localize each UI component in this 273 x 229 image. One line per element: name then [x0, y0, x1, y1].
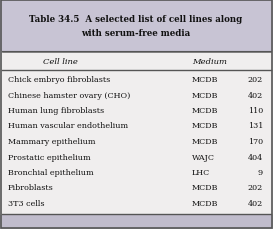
Text: Table 34.5  A selected list of cell lines along: Table 34.5 A selected list of cell lines… [29, 15, 243, 25]
Text: MCDB: MCDB [192, 199, 218, 207]
Text: MCDB: MCDB [192, 106, 218, 114]
Text: 404: 404 [248, 153, 263, 161]
Text: Bronchial epithelium: Bronchial epithelium [8, 168, 94, 176]
Text: Human vascular endothelium: Human vascular endothelium [8, 122, 128, 130]
Text: Mammary epithelium: Mammary epithelium [8, 137, 96, 145]
Text: 202: 202 [248, 76, 263, 84]
Text: Fibroblasts: Fibroblasts [8, 184, 54, 192]
Text: with serum-free media: with serum-free media [81, 29, 191, 38]
Text: 3T3 cells: 3T3 cells [8, 199, 44, 207]
Text: 402: 402 [248, 91, 263, 99]
Text: MCDB: MCDB [192, 122, 218, 130]
Text: MCDB: MCDB [192, 91, 218, 99]
Text: 170: 170 [248, 137, 263, 145]
Bar [0, 215, 273, 229]
Bar [0, 52, 273, 215]
Text: MCDB: MCDB [192, 137, 218, 145]
Text: Chinese hamster ovary (CHO): Chinese hamster ovary (CHO) [8, 91, 130, 99]
Text: 9: 9 [258, 168, 263, 176]
Text: Medium: Medium [192, 58, 227, 66]
Text: 131: 131 [248, 122, 263, 130]
Text: MCDB: MCDB [192, 184, 218, 192]
Text: 402: 402 [248, 199, 263, 207]
Text: Human lung fibroblasts: Human lung fibroblasts [8, 106, 104, 114]
Text: Chick embryo fibroblasts: Chick embryo fibroblasts [8, 76, 110, 84]
Text: MCDB: MCDB [192, 76, 218, 84]
Text: Prostatic epithelium: Prostatic epithelium [8, 153, 91, 161]
Text: WAJC: WAJC [192, 153, 215, 161]
Text: Cell line: Cell line [43, 58, 78, 66]
Text: 202: 202 [248, 184, 263, 192]
Text: LHC: LHC [192, 168, 210, 176]
Bar [0, 0, 273, 52]
Text: 110: 110 [248, 106, 263, 114]
